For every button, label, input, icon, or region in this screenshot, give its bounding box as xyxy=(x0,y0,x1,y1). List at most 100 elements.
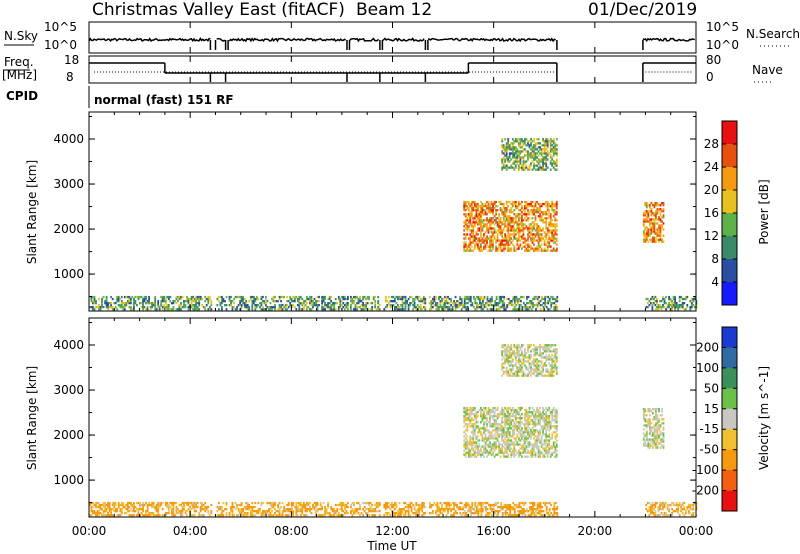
heatmap-cell xyxy=(644,226,647,229)
heatmap-cell xyxy=(548,245,551,248)
heatmap-cell xyxy=(234,508,237,511)
heatmap-cell xyxy=(299,302,302,305)
heatmap-cell xyxy=(525,435,528,438)
heatmap-cell xyxy=(421,300,424,303)
heatmap-cell xyxy=(350,300,352,303)
heatmap-cell xyxy=(555,164,558,167)
heatmap-cell xyxy=(507,443,510,446)
heatmap-cell xyxy=(400,514,402,517)
heatmap-cell xyxy=(331,304,334,307)
heatmap-cell xyxy=(469,514,472,517)
heatmap-cell xyxy=(500,501,502,505)
heatmap-cell xyxy=(478,221,481,224)
heatmap-cell xyxy=(502,429,505,432)
heatmap-cell xyxy=(556,306,559,309)
heatmap-cell xyxy=(492,207,494,210)
colorbar-segment xyxy=(722,282,737,306)
heatmap-cell xyxy=(522,439,525,442)
heatmap-cell xyxy=(552,425,555,428)
heatmap-cell xyxy=(484,441,487,444)
heatmap-cell xyxy=(652,230,654,233)
heatmap-cell xyxy=(489,408,491,412)
heatmap-cell xyxy=(498,506,501,509)
heatmap-cell xyxy=(221,302,223,305)
heatmap-cell xyxy=(416,304,419,307)
heatmap-cell xyxy=(511,408,514,412)
heatmap-cell xyxy=(489,243,491,246)
heatmap-cell xyxy=(527,514,530,517)
heatmap-cell xyxy=(196,297,199,301)
heatmap-cell xyxy=(167,295,170,299)
heatmap-cell xyxy=(472,306,475,309)
heatmap-cell xyxy=(293,300,296,303)
heatmap-cell xyxy=(230,508,232,511)
heatmap-cell xyxy=(536,302,539,305)
heatmap-cell xyxy=(505,423,508,426)
heatmap-cell xyxy=(296,514,299,517)
heatmap-cell xyxy=(483,219,485,222)
heatmap-cell xyxy=(533,239,535,242)
heatmap-cell xyxy=(658,230,660,233)
heatmap-cell xyxy=(181,510,184,513)
heatmap-cell xyxy=(428,295,431,299)
heatmap-cell xyxy=(343,304,346,307)
heatmap-cell xyxy=(524,237,526,240)
heatmap-cell xyxy=(533,146,535,149)
heatmap-cell xyxy=(299,295,302,299)
heatmap-cell xyxy=(504,148,507,151)
heatmap-cell xyxy=(435,297,437,301)
heatmap-cell xyxy=(366,302,369,305)
heatmap-cell xyxy=(517,431,520,434)
heatmap-cell xyxy=(551,447,554,450)
heatmap-cell xyxy=(503,304,506,307)
heatmap-cell xyxy=(546,241,549,244)
heatmap-cell xyxy=(495,431,497,434)
heatmap-cell xyxy=(445,506,448,509)
heatmap-cell xyxy=(524,223,526,226)
heatmap-cell xyxy=(330,306,333,309)
heatmap-cell xyxy=(508,431,511,434)
heatmap-cell xyxy=(552,150,555,153)
heatmap-cell xyxy=(354,508,357,511)
heatmap-cell xyxy=(551,417,554,420)
heatmap-cell xyxy=(287,514,290,517)
heatmap-cell xyxy=(466,419,469,422)
heatmap-cell xyxy=(463,443,466,446)
heatmap-cell xyxy=(466,297,469,301)
heatmap-cell xyxy=(513,415,516,418)
heatmap-cell xyxy=(536,152,538,155)
heatmap-cell xyxy=(249,297,252,301)
heatmap-cell xyxy=(464,423,467,426)
heatmap-cell xyxy=(401,304,404,307)
heatmap-cell xyxy=(504,360,507,363)
heatmap-cell xyxy=(555,207,558,210)
heatmap-cell xyxy=(499,229,502,232)
heatmap-cell xyxy=(278,297,281,301)
heatmap-cell xyxy=(113,503,116,507)
heatmap-cell xyxy=(464,245,467,248)
heatmap-cell xyxy=(530,237,532,240)
heatmap-cell xyxy=(505,229,508,232)
heatmap-cell xyxy=(551,297,554,301)
heatmap-cell xyxy=(505,439,508,442)
heatmap-cell xyxy=(195,510,197,513)
heatmap-cell xyxy=(540,233,543,236)
heatmap-cell xyxy=(511,142,514,145)
heatmap-cell xyxy=(181,508,184,511)
heatmap-cell xyxy=(534,215,537,218)
heatmap-cell xyxy=(133,306,135,309)
heatmap-cell xyxy=(401,302,404,305)
heatmap-cell xyxy=(89,514,91,517)
heatmap-cell xyxy=(466,229,469,232)
heatmap-cell xyxy=(514,439,517,442)
heatmap-cell xyxy=(310,308,313,311)
heatmap-cell xyxy=(521,433,523,436)
heatmap-cell xyxy=(487,211,490,214)
heatmap-cell xyxy=(533,453,535,456)
heatmap-cell xyxy=(487,453,490,456)
heatmap-cell xyxy=(507,358,510,361)
heatmap-cell xyxy=(545,158,548,161)
heatmap-cell xyxy=(196,308,199,311)
heatmap-cell xyxy=(525,419,528,422)
heatmap-cell xyxy=(145,308,147,311)
